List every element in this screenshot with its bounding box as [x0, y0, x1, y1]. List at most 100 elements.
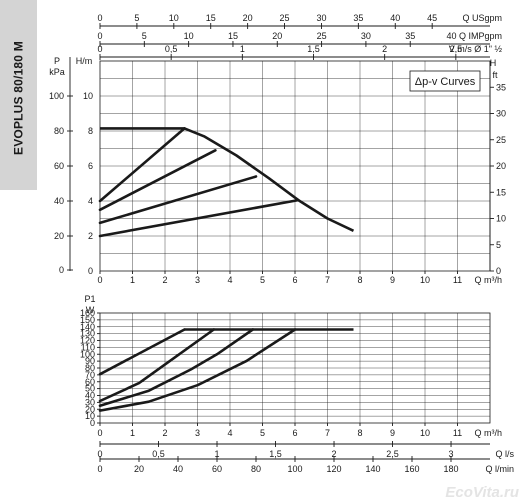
top-axis-tick-label-1: 30: [361, 31, 371, 41]
head-x-tick-label: 7: [325, 275, 330, 285]
power-y-tick-label: 10: [85, 411, 95, 421]
top-axis-tick-label-0: 45: [427, 13, 437, 23]
top-axis-tick-label-2: 0,5: [165, 44, 178, 54]
top-axis-tick-label-1: 10: [184, 31, 194, 41]
top-axis-tick-label-1: 15: [228, 31, 238, 41]
power-y-tick-label: 140: [80, 322, 95, 332]
bottom-axis-tick-label-1: 120: [326, 464, 341, 474]
bottom-axis-tick-label-1: 160: [404, 464, 419, 474]
power-x-tick-label: 10: [420, 428, 430, 438]
bottom-axis-tick-label-1: 60: [212, 464, 222, 474]
ft-axis-unit2: ft: [492, 70, 498, 80]
ft-axis-tick-label: 0: [496, 266, 501, 276]
head-curve-4: [98, 198, 300, 238]
top-axis-label-1: 40 Q IMPgpm: [446, 31, 502, 41]
power-y-tick-label: 150: [80, 315, 95, 325]
top-axis-tick-label-0: 5: [134, 13, 139, 23]
power-y-tick-label: 110: [81, 342, 95, 352]
power-y-tick-label: 40: [85, 391, 95, 401]
power-curve-3: [98, 328, 255, 408]
top-axis-tick-label-2: 0: [97, 44, 102, 54]
head-axis-tick-label: 4: [88, 196, 93, 206]
bottom-axis-tick-label-1: 0: [97, 464, 102, 474]
top-axis-tick-label-1: 0: [97, 31, 102, 41]
power-y-tick-label: 160: [80, 308, 95, 318]
power-y-tick-label: 90: [85, 356, 95, 366]
top-axis-label-2: V m/s Ø 1" ½: [449, 44, 503, 54]
top-axis-tick-label-1: 5: [142, 31, 147, 41]
power-x-tick-label: 11: [453, 428, 462, 438]
top-axis-tick-label-0: 10: [169, 13, 179, 23]
power-x-tick-label: 5: [260, 428, 265, 438]
bottom-axis-tick-label-0: 3: [449, 449, 454, 459]
ft-axis-tick-label: 25: [496, 135, 506, 145]
head-axis-unit: H/m: [76, 56, 93, 66]
bottom-axis-tick-label-0: 2: [332, 449, 337, 459]
power-x-tick-label: 4: [227, 428, 232, 438]
head-curve-max: [100, 127, 355, 232]
top-axis-tick-label-1: 25: [317, 31, 327, 41]
pressure-axis-tick-label: 0: [59, 265, 64, 275]
head-curve-2: [98, 149, 217, 212]
legend-box: [409, 70, 481, 92]
bottom-axis-tick-label-0: 1,5: [269, 449, 282, 459]
head-axis-tick-label: 2: [88, 231, 93, 241]
pressure-axis-tick-label: 80: [54, 126, 64, 136]
bottom-axis-tick-label-0: 1: [215, 449, 220, 459]
bottom-axis-tick-label-0: 0: [97, 449, 102, 459]
ft-axis-unit: H: [490, 58, 497, 68]
head-x-tick-label: 11: [453, 275, 462, 285]
pressure-axis-tick-label: 100: [49, 91, 64, 101]
top-axis-tick-label-2: 1,5: [307, 44, 320, 54]
power-axis-unit: P1: [84, 294, 95, 304]
bottom-axis-tick-label-1: 40: [173, 464, 183, 474]
bottom-axis-tick-label-1: 20: [134, 464, 144, 474]
head-x-tick-label: 1: [130, 275, 135, 285]
pressure-axis-tick-label: 60: [54, 161, 64, 171]
top-axis-tick-label-2: 1: [240, 44, 245, 54]
head-x-tick-label: 4: [227, 275, 232, 285]
power-y-tick-label: 0: [90, 418, 95, 428]
model-side-tab: EVOPLUS 80/180 M: [0, 0, 37, 190]
head-x-tick-label: 5: [260, 275, 265, 285]
bottom-axis-tick-label-1: 140: [365, 464, 380, 474]
top-axis-tick-label-1: 20: [272, 31, 282, 41]
watermark: EcoVita.ru: [445, 484, 519, 501]
pressure-axis-tick-label: 20: [54, 231, 64, 241]
top-axis-tick-label-0: 35: [353, 13, 363, 23]
bottom-axis-tick-label-0: 0,5: [152, 449, 165, 459]
top-axis-tick-label-0: 20: [243, 13, 253, 23]
bottom-axis-label-0: Q l/s: [495, 449, 514, 459]
power-x-tick-label: 0: [97, 428, 102, 438]
power-curve-2: [98, 328, 216, 403]
head-x-tick-label: 6: [292, 275, 297, 285]
head-axis-tick-label: 10: [83, 91, 93, 101]
ft-axis-tick-label: 10: [496, 214, 506, 224]
pressure-axis-tick-label: 40: [54, 196, 64, 206]
power-curve-4: [98, 328, 297, 412]
head-x-tick-label: 8: [357, 275, 362, 285]
ft-axis-tick-label: 15: [496, 187, 506, 197]
power-x-tick-label: 6: [292, 428, 297, 438]
bottom-axis-tick-label-1: 80: [251, 464, 261, 474]
top-axis-tick-label-0: 30: [316, 13, 326, 23]
head-x-tick-label: 10: [420, 275, 430, 285]
power-x-axis-label: Q m³/h: [474, 428, 502, 438]
power-x-tick-label: 9: [390, 428, 395, 438]
top-axis-tick-label-2: 2: [382, 44, 387, 54]
bottom-axis-tick-label-1: 180: [443, 464, 458, 474]
legend-label: Δp-v Curves: [415, 76, 476, 88]
ft-axis-tick-label: 5: [496, 240, 501, 250]
top-axis-label-0: Q USgpm: [462, 13, 502, 23]
ft-axis-tick-label: 30: [496, 109, 506, 119]
power-y-tick-label: 120: [80, 336, 95, 346]
bottom-axis-tick-label-1: 100: [287, 464, 302, 474]
top-axis-tick-label-0: 15: [206, 13, 216, 23]
head-axis-tick-label: 8: [88, 126, 93, 136]
head-x-tick-label: 2: [162, 275, 167, 285]
top-axis-tick-label-2: 2,5: [450, 44, 463, 54]
head-x-tick-label: 9: [390, 275, 395, 285]
top-axis-tick-label-0: 25: [280, 13, 290, 23]
